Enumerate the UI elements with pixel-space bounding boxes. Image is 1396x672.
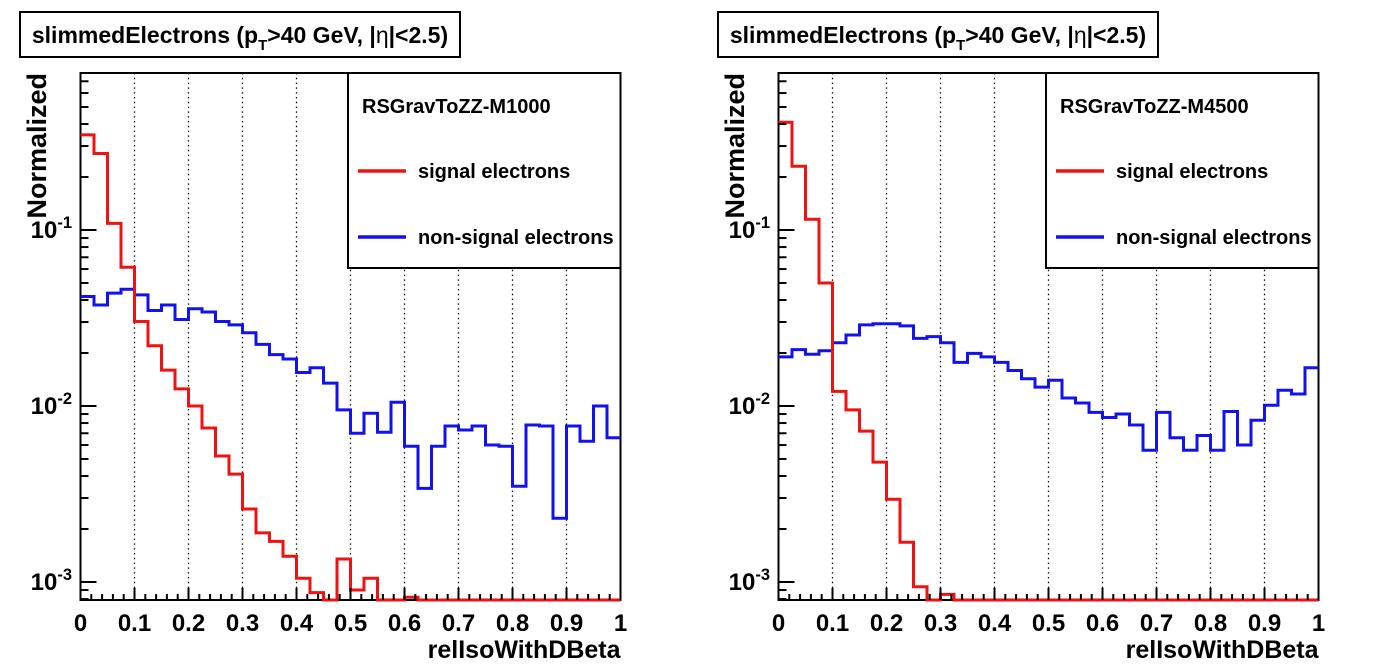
- x-tick-label: 0.4: [978, 610, 1012, 637]
- y-decade-label: 10-2: [729, 390, 770, 420]
- x-tick-label: 0.2: [870, 610, 903, 637]
- x-tick-label: 0.3: [924, 610, 957, 637]
- x-tick-label: 0.4: [280, 610, 314, 637]
- y-decade-label: 10-3: [729, 566, 770, 596]
- y-axis-title: Normalized: [22, 73, 52, 219]
- x-tick-label: 0.2: [172, 610, 205, 637]
- y-decade-label: 10-1: [729, 214, 770, 244]
- left-plot: 0 0.1 0.2 0.3 0.4 0.5 0.6 0.7 0.8 0.9 1 10-1 10-2 10-…: [19, 11, 627, 664]
- x-tick-label: 0.5: [1032, 610, 1065, 637]
- plot-title: slimmedElectrons (pT​>40 GeV, |η|<2.5): [730, 22, 1146, 54]
- x-tick-label: 0.6: [388, 610, 421, 637]
- legend-header: RSGravToZZ-M1000: [362, 96, 551, 118]
- signal-histogram: [80, 133, 621, 602]
- x-axis-title: relIsoWithDBeta: [1126, 636, 1320, 664]
- right-plot: 0 0.1 0.2 0.3 0.4 0.5 0.6 0.7 0.8 0.9 1 10-1 10-2 10-…: [717, 11, 1325, 664]
- x-tick-label: 0.7: [1140, 610, 1173, 637]
- legend-header: RSGravToZZ-M4500: [1060, 96, 1249, 118]
- x-tick-label: 0.1: [118, 610, 151, 637]
- legend-entry-label: non-signal electrons: [418, 227, 614, 249]
- x-tick-label: 0.6: [1086, 610, 1119, 637]
- nonsignal-histogram: [778, 322, 1319, 452]
- y-axis-title: Normalized: [720, 73, 750, 219]
- title-box: [19, 11, 461, 58]
- legend-entry-label: signal electrons: [1116, 161, 1268, 183]
- legend-entry-label: non-signal electrons: [1116, 227, 1312, 249]
- x-tick-label: 0.3: [226, 610, 259, 637]
- y-decade-label: 10-2: [31, 390, 72, 420]
- x-tick-label: 0.9: [1248, 610, 1281, 637]
- legend-entry-label: signal electrons: [418, 161, 570, 183]
- x-tick-label: 0.7: [442, 610, 475, 637]
- title-box: [717, 11, 1159, 58]
- x-axis-title: relIsoWithDBeta: [428, 636, 622, 664]
- x-tick-label: 0.8: [496, 610, 529, 637]
- x-tick-label: 1: [1312, 610, 1325, 637]
- y-decade-label: 10-1: [31, 214, 72, 244]
- x-tick-label: 0: [772, 610, 785, 637]
- x-tick-label: 0: [74, 610, 87, 637]
- plot-title: slimmedElectrons (pT​>40 GeV, |η|<2.5): [32, 22, 448, 54]
- x-tick-label: 0.5: [334, 610, 367, 637]
- x-tick-label: 0.1: [816, 610, 849, 637]
- x-tick-label: 0.8: [1194, 610, 1227, 637]
- nonsignal-histogram: [80, 287, 621, 520]
- x-tick-label: 0.9: [550, 610, 583, 637]
- x-tick-label: 1: [614, 610, 627, 637]
- y-decade-label: 10-3: [31, 566, 72, 596]
